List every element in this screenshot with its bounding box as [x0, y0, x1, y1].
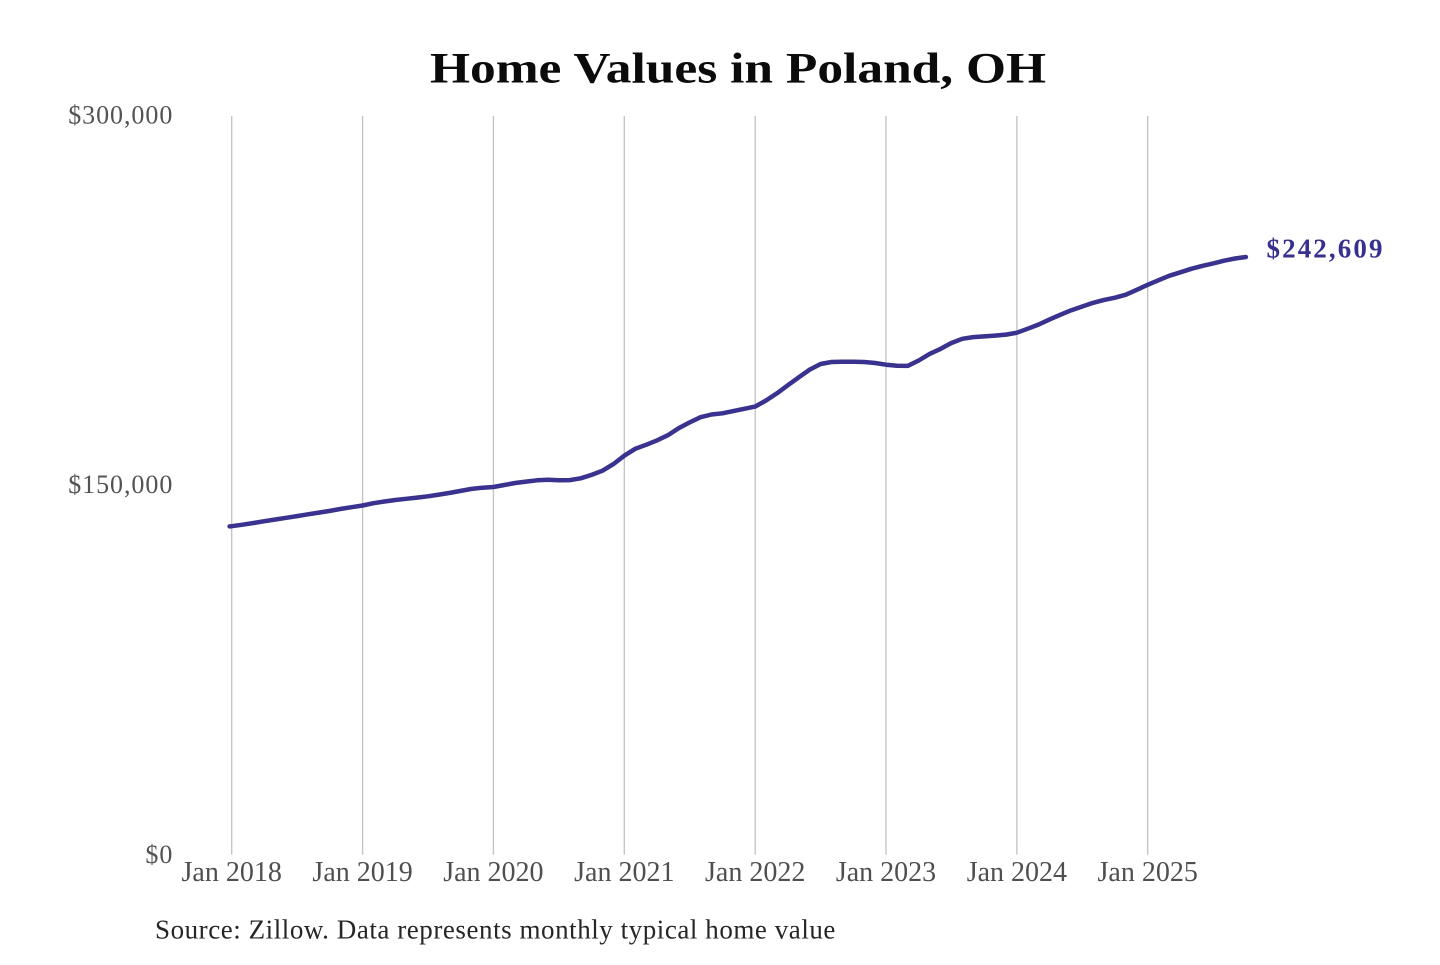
svg-text:$300,000: $300,000 — [68, 100, 173, 129]
svg-text:$242,609: $242,609 — [1267, 234, 1385, 264]
svg-text:$150,000: $150,000 — [68, 470, 173, 499]
svg-text:Jan 2023: Jan 2023 — [836, 857, 936, 888]
svg-text:Jan 2019: Jan 2019 — [312, 857, 412, 888]
svg-text:Source: Zillow. Data represent: Source: Zillow. Data represents monthly … — [155, 915, 836, 945]
svg-text:$0: $0 — [145, 840, 173, 869]
svg-text:Jan 2020: Jan 2020 — [443, 857, 543, 888]
svg-text:Jan 2024: Jan 2024 — [967, 857, 1067, 888]
svg-text:Jan 2025: Jan 2025 — [1098, 857, 1198, 888]
svg-text:Jan 2021: Jan 2021 — [574, 857, 674, 888]
svg-text:Jan 2022: Jan 2022 — [705, 857, 805, 888]
svg-text:Jan 2018: Jan 2018 — [182, 857, 282, 888]
svg-text:Home Values in Poland, OH: Home Values in Poland, OH — [430, 45, 1046, 92]
